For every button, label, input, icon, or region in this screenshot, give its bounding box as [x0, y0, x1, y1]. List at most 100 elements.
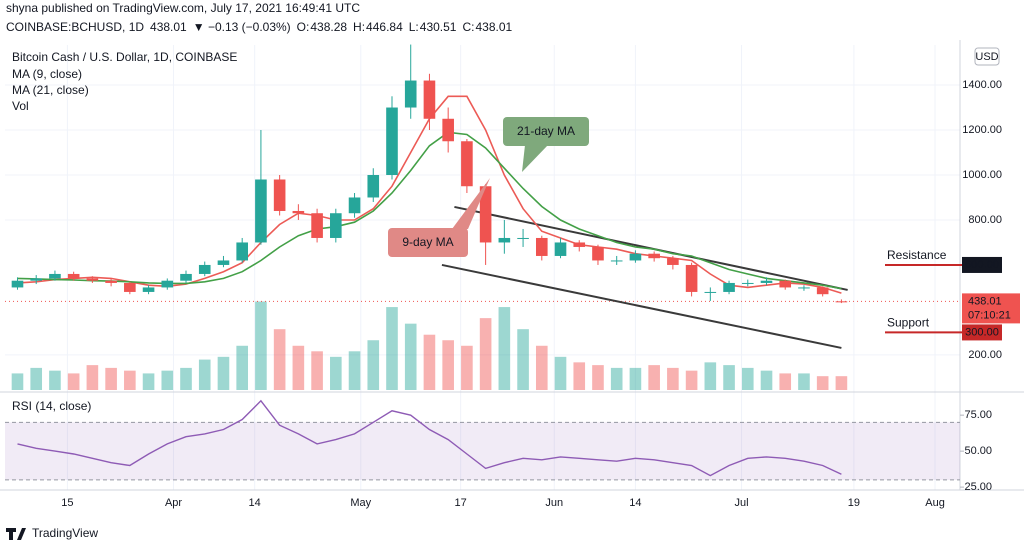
candle-body	[11, 280, 24, 288]
candle-body	[704, 291, 717, 293]
legend-vol: Vol	[12, 99, 29, 113]
candle-body	[386, 107, 398, 175]
y-tick-label: 1200.00	[962, 124, 1002, 136]
candle-body	[592, 246, 604, 261]
y-tick-label: 1400.00	[962, 79, 1002, 91]
price-label: 438.01	[968, 295, 1002, 307]
x-tick-label: May	[350, 497, 371, 509]
volume-bar	[779, 373, 792, 390]
candle-body	[30, 278, 43, 281]
volume-bar	[236, 345, 248, 390]
x-tick-label: 19	[848, 497, 860, 509]
symbol: COINBASE:BCHUSD, 1D	[6, 20, 144, 34]
field-label: O:	[297, 20, 310, 34]
candle-body	[517, 237, 529, 239]
volume-bar	[404, 323, 417, 390]
candle-body	[348, 197, 361, 214]
field-value: 438.28	[310, 20, 347, 34]
volume-bar	[30, 367, 43, 390]
volume-bar	[723, 365, 735, 390]
chart-title: Bitcoin Cash / U.S. Dollar, 1D, COINBASE	[12, 50, 237, 64]
candle-body	[667, 258, 679, 265]
candle-body	[292, 210, 305, 214]
trend-line	[441, 263, 842, 349]
x-tick-label: Jun	[545, 497, 563, 509]
callout-text: 21-day MA	[517, 124, 575, 138]
publisher: shyna published on TradingView.com, July…	[6, 1, 360, 15]
volume-bar	[835, 376, 848, 390]
volume-bar	[648, 365, 660, 390]
volume-bar	[535, 345, 548, 390]
volume-bar	[217, 356, 230, 390]
legend-ma9: MA (9, close)	[12, 67, 82, 81]
volume-bar	[292, 345, 305, 390]
candle-body	[535, 237, 548, 256]
legend-ma21: MA (21, close)	[12, 83, 89, 97]
candle-body	[741, 282, 754, 284]
volume-bar	[461, 345, 473, 390]
price-box	[962, 293, 1020, 324]
candle-body	[442, 118, 454, 142]
callout-pointer	[452, 178, 490, 229]
volume-bar	[198, 359, 211, 390]
volume-bar	[86, 365, 99, 390]
logo	[6, 528, 26, 540]
candle-body	[86, 278, 99, 281]
candle-body	[723, 282, 735, 292]
candle-body	[404, 80, 417, 108]
x-tick-label: 15	[61, 497, 73, 509]
rsi-tick-label: 75.00	[964, 409, 992, 421]
candle-body	[461, 141, 473, 187]
volume-bar	[49, 370, 61, 390]
rsi-band	[5, 422, 960, 480]
change: ▼ −0.13 (−0.03%)	[193, 20, 291, 34]
volume-bar	[142, 373, 155, 390]
volume-bar	[386, 307, 398, 390]
candle-body	[273, 179, 286, 211]
volume-bar	[741, 367, 754, 390]
volume-bar	[180, 367, 192, 390]
level-box	[962, 256, 1002, 273]
volume-bar	[105, 367, 117, 390]
y-tick-label: 800.00	[968, 214, 1002, 226]
candle-body	[629, 253, 642, 261]
candle-body	[423, 80, 436, 119]
x-tick-label: Aug	[925, 497, 945, 509]
symbol-row: COINBASE:BCHUSD, 1D 438.01 ▼ −0.13 (−0.03%…	[6, 20, 512, 34]
x-tick-label: 14	[249, 497, 261, 509]
candle-body	[648, 253, 660, 259]
volume-bar	[554, 356, 567, 390]
candle-body	[779, 280, 792, 288]
volume-bar	[798, 373, 810, 390]
volume-bar	[67, 373, 80, 390]
field-value: 438.01	[475, 20, 512, 34]
level-box	[962, 324, 1002, 341]
candle-body	[835, 301, 848, 303]
volume-bar	[273, 329, 286, 390]
field-label: C:	[462, 20, 474, 34]
footer: TradingView	[32, 526, 98, 540]
rsi-title: RSI (14, close)	[12, 399, 91, 413]
candle-body	[161, 280, 174, 288]
volume-bar	[367, 340, 380, 390]
candle-body	[67, 273, 80, 279]
candle-body	[180, 273, 192, 281]
volume-bar	[423, 334, 436, 390]
field-label: H:	[353, 20, 365, 34]
candle-body	[236, 242, 248, 261]
candle-body	[142, 287, 155, 292]
level-label: 300.00	[965, 326, 999, 338]
x-tick-label: 14	[629, 497, 641, 509]
candle-body	[798, 287, 810, 289]
level-text: Support	[887, 316, 930, 330]
volume-bar	[311, 351, 323, 390]
ma-line	[17, 131, 842, 290]
candle-body	[479, 186, 492, 243]
volume-bar	[517, 329, 529, 390]
currency-box[interactable]	[974, 47, 1000, 66]
volume-bar	[592, 365, 604, 390]
volume-bar	[442, 340, 454, 390]
candle-body	[685, 264, 698, 292]
